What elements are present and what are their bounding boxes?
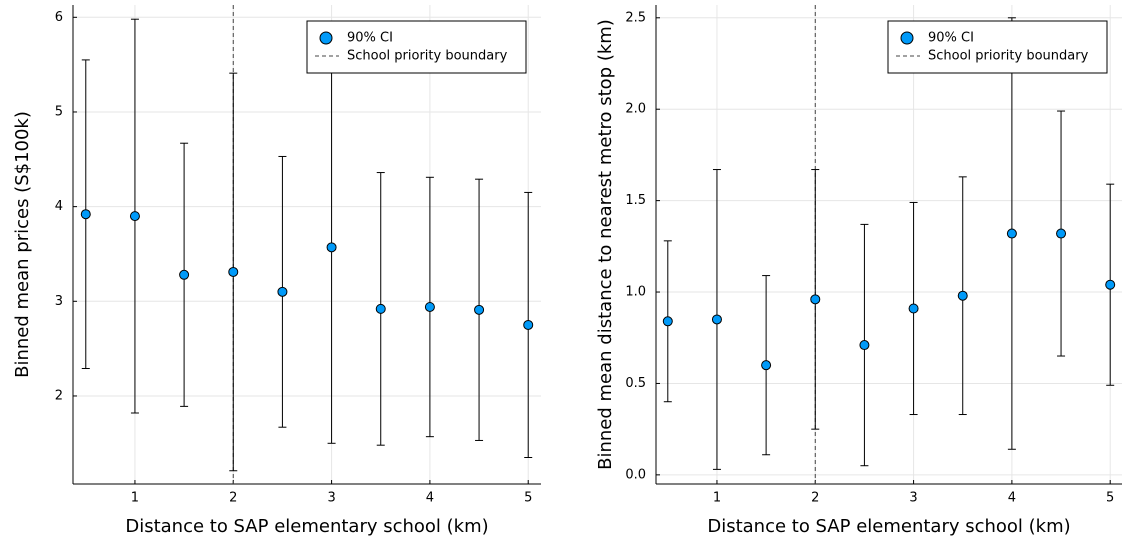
x-tick-label: 5 (1106, 491, 1114, 506)
point (277, 286, 288, 297)
x-axis-label: Distance to SAP elementary school (km) (125, 516, 488, 537)
point (80, 209, 91, 220)
y-tick-label: 2.5 (625, 10, 646, 25)
point (761, 360, 772, 371)
point (474, 304, 485, 315)
point (129, 211, 140, 222)
legend-label: 90% CI (928, 31, 974, 46)
y-tick-label: 3 (55, 294, 63, 309)
x-tick-label: 4 (1008, 491, 1016, 506)
y-tick-label: 0.0 (625, 467, 646, 482)
point (662, 316, 673, 327)
x-tick-label: 2 (229, 491, 237, 506)
point (424, 301, 435, 312)
point (179, 269, 190, 280)
legend-label: 90% CI (347, 31, 393, 46)
legend-box (887, 20, 1108, 74)
x-tick-label: 2 (811, 491, 819, 506)
point (326, 242, 337, 253)
legend-label: School priority boundary (928, 49, 1089, 64)
point (810, 294, 821, 305)
legend-marker (900, 31, 914, 45)
x-tick-label: 3 (909, 491, 917, 506)
y-axis-label: Binned mean prices (S$100k) (12, 111, 33, 378)
y-tick-label: 0.5 (625, 376, 646, 391)
y-axis-label: Binned mean distance to nearest metro st… (595, 19, 616, 470)
legend-box (306, 20, 527, 74)
x-tick-label: 3 (327, 491, 335, 506)
x-tick-label: 1 (713, 491, 721, 506)
point (908, 303, 919, 314)
y-tick-label: 2.0 (625, 102, 646, 117)
y-tick-label: 1.0 (625, 285, 646, 300)
point (957, 290, 968, 301)
point (1006, 228, 1017, 239)
x-tick-label: 5 (524, 491, 532, 506)
point (859, 340, 870, 351)
x-tick-label: 4 (426, 491, 434, 506)
y-tick-label: 2 (55, 388, 63, 403)
x-tick-label: 1 (131, 491, 139, 506)
point (375, 303, 386, 314)
point (1105, 279, 1116, 290)
point (1056, 228, 1067, 239)
x-axis-label: Distance to SAP elementary school (km) (707, 516, 1070, 537)
legend-marker (319, 31, 333, 45)
point (523, 319, 534, 330)
y-tick-label: 6 (55, 10, 63, 25)
point (711, 314, 722, 325)
y-tick-label: 1.5 (625, 193, 646, 208)
y-tick-label: 5 (55, 104, 63, 119)
legend-label: School priority boundary (347, 49, 508, 64)
point (228, 266, 239, 277)
y-tick-label: 4 (55, 199, 63, 214)
